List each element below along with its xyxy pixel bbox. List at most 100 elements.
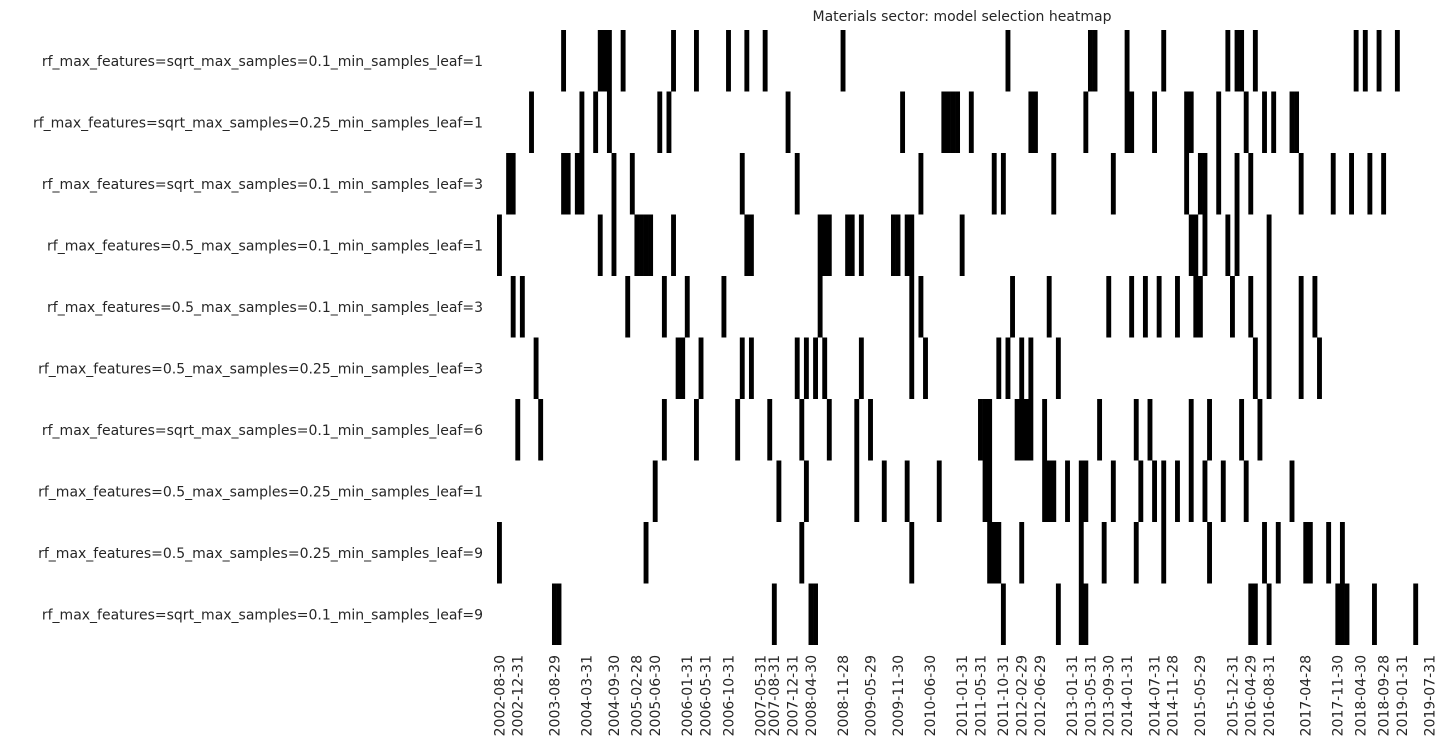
heatmap-cell (506, 153, 512, 215)
heatmap-cell (1230, 276, 1235, 338)
heatmap-cell (1175, 460, 1180, 522)
heatmap-cell (661, 399, 667, 461)
heatmap-cell (1078, 460, 1084, 522)
heatmap-cell (1216, 91, 1222, 153)
heatmap-cell (822, 214, 828, 276)
heatmap-cell (661, 276, 667, 338)
x-tick-label: 2006-05-31 (698, 655, 714, 736)
y-tick-label: rf_max_features=0.5_max_samples=0.1_min_… (47, 238, 483, 254)
heatmap-cell (1349, 153, 1354, 215)
heatmap-cell (1051, 460, 1057, 522)
heatmap-cell (881, 460, 887, 522)
heatmap-cell (744, 214, 750, 276)
heatmap-cell (593, 91, 599, 153)
heatmap-cell (1266, 583, 1272, 645)
heatmap-cell (1042, 460, 1048, 522)
heatmap-cell (826, 214, 832, 276)
heatmap-cell (643, 522, 649, 584)
heatmap-cell (1078, 522, 1084, 584)
heatmap-cell (1092, 30, 1098, 92)
heatmap-cell (611, 214, 617, 276)
heatmap-cell (987, 460, 993, 522)
heatmap-cell (1138, 460, 1144, 522)
heatmap-cell (629, 153, 635, 215)
x-tick-label: 2006-01-31 (680, 655, 696, 736)
heatmap-cell (1133, 522, 1139, 584)
heatmap-cell (1266, 276, 1272, 338)
heatmap-cell (955, 91, 961, 153)
heatmap-cell (987, 522, 993, 584)
y-tick-label: rf_max_features=sqrt_max_samples=0.1_min… (42, 177, 483, 193)
heatmap-cell (959, 214, 965, 276)
heatmap-cells (497, 30, 1419, 645)
heatmap-cell (1271, 91, 1277, 153)
x-tick-label: 2008-11-28 (836, 655, 852, 736)
x-tick-label: 2014-01-31 (1120, 655, 1136, 736)
heatmap-cell (1367, 153, 1373, 215)
heatmap-cell (1275, 522, 1281, 584)
heatmap-cell (1289, 91, 1295, 153)
heatmap-cell (748, 214, 754, 276)
heatmap-cell (1019, 399, 1025, 461)
heatmap-cell (1216, 153, 1222, 215)
x-tick-label: 2018-04-30 (1354, 655, 1370, 736)
heatmap-cell (945, 91, 951, 153)
heatmap-cell (1019, 337, 1025, 399)
x-tick-label: 2019-01-31 (1395, 655, 1411, 736)
heatmap-cell (1239, 399, 1245, 461)
heatmap-cell (813, 337, 818, 399)
heatmap-cell (1303, 522, 1309, 584)
heatmap-cell (1033, 91, 1038, 153)
x-tick-label: 2011-05-31 (973, 655, 989, 736)
heatmap-cell (1156, 276, 1162, 338)
heatmap-cell (1317, 337, 1322, 399)
heatmap-cell (854, 399, 860, 461)
x-tick-label: 2015-12-31 (1225, 655, 1241, 736)
heatmap-cell (923, 337, 928, 399)
heatmap-cell (1188, 460, 1194, 522)
heatmap-cell (1326, 522, 1332, 584)
heatmap-cell (1307, 522, 1313, 584)
heatmap-cell (538, 399, 544, 461)
heatmap-cell (694, 30, 699, 92)
heatmap-cell (739, 337, 745, 399)
heatmap-cell (1055, 337, 1061, 399)
heatmap-cell (1243, 91, 1249, 153)
heatmap-cell (1161, 30, 1167, 92)
heatmap-cell (803, 337, 809, 399)
heatmap-cell (895, 214, 901, 276)
heatmap-cell (771, 583, 777, 645)
heatmap-cell (1372, 583, 1377, 645)
heatmap-cell (1129, 276, 1135, 338)
heatmap-cell (1152, 460, 1157, 522)
heatmap-cell (1207, 522, 1212, 584)
heatmap-cell (968, 91, 974, 153)
heatmap-cell (1152, 91, 1157, 153)
heatmap-cell (767, 399, 773, 461)
heatmap-cell (909, 337, 915, 399)
heatmap-cell (1207, 399, 1212, 461)
heatmap-cell (1298, 153, 1304, 215)
heatmap-cell (1248, 276, 1254, 338)
heatmap-cell (684, 276, 690, 338)
heatmap-cell (1055, 583, 1061, 645)
heatmap-cell (1362, 30, 1368, 92)
heatmap-cell (890, 214, 896, 276)
heatmap-cell (1376, 30, 1382, 92)
y-tick-label: rf_max_features=0.5_max_samples=0.25_min… (38, 361, 483, 377)
x-tick-label: 2016-08-31 (1262, 655, 1278, 736)
heatmap-cell (845, 214, 851, 276)
heatmap-cell (858, 214, 864, 276)
heatmap-cell (634, 214, 640, 276)
heatmap-cell (996, 522, 1002, 584)
heatmap-cell (519, 276, 525, 338)
heatmap-cell (808, 583, 814, 645)
heatmap-cell (602, 30, 608, 92)
heatmap-cell (698, 337, 704, 399)
heatmap-cell (1101, 522, 1107, 584)
x-tick-label: 2006-10-31 (721, 655, 737, 736)
y-axis-labels: rf_max_features=sqrt_max_samples=0.1_min… (33, 54, 483, 624)
heatmap-cell (840, 30, 846, 92)
heatmap-cell (1083, 91, 1089, 153)
